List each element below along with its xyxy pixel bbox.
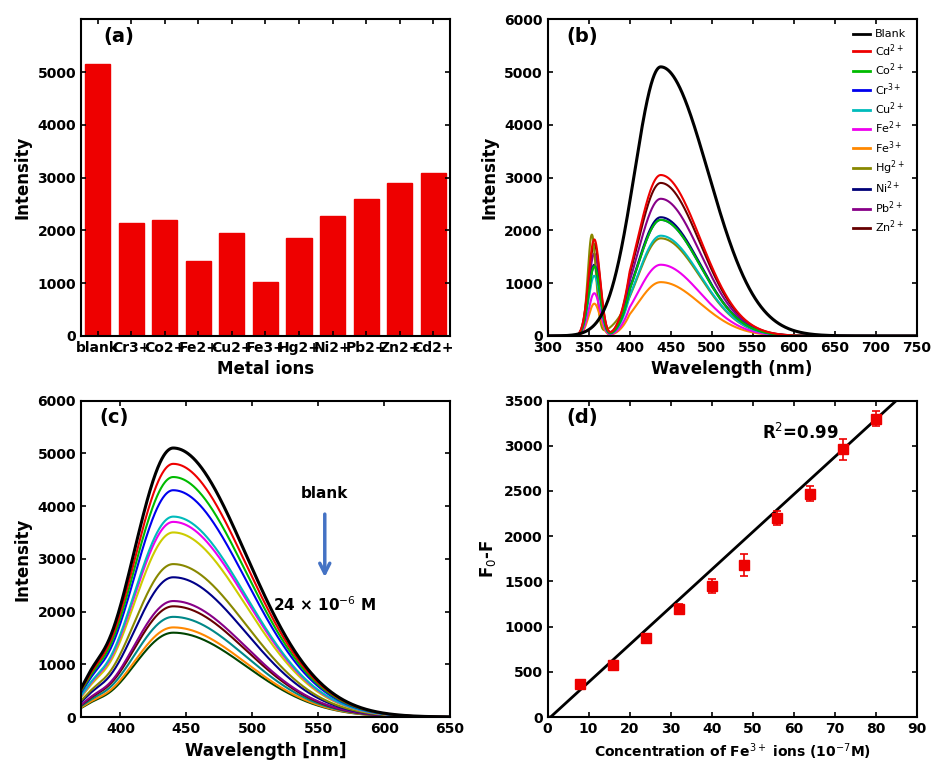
- Bar: [387, 183, 412, 336]
- X-axis label: Wavelength [nm]: Wavelength [nm]: [184, 742, 346, 760]
- Bar: [320, 216, 345, 336]
- Text: (b): (b): [565, 26, 597, 46]
- Bar: [152, 220, 177, 336]
- Legend: Blank, Cd$^{2+}$, Co$^{2+}$, Cr$^{3+}$, Cu$^{2+}$, Fe$^{2+}$, Fe$^{3+}$, Hg$^{2+: Blank, Cd$^{2+}$, Co$^{2+}$, Cr$^{3+}$, …: [848, 25, 910, 240]
- Text: blank: blank: [301, 486, 348, 501]
- X-axis label: Metal ions: Metal ions: [217, 360, 313, 379]
- Y-axis label: Intensity: Intensity: [14, 136, 32, 220]
- Bar: [186, 261, 211, 336]
- Text: (c): (c): [99, 407, 128, 427]
- Y-axis label: Intensity: Intensity: [14, 517, 32, 601]
- Text: (a): (a): [103, 26, 134, 46]
- Y-axis label: F$_0$-F: F$_0$-F: [478, 539, 497, 578]
- Bar: [253, 282, 278, 336]
- Bar: [219, 233, 244, 336]
- Bar: [286, 238, 312, 336]
- Bar: [85, 64, 110, 336]
- Text: R$^2$=0.99: R$^2$=0.99: [761, 422, 837, 442]
- Text: (d): (d): [565, 407, 597, 427]
- X-axis label: Wavelength (nm): Wavelength (nm): [650, 360, 812, 379]
- Text: 24 × 10$^{-6}$ M: 24 × 10$^{-6}$ M: [273, 596, 376, 615]
- Bar: [420, 174, 446, 336]
- Bar: [353, 199, 379, 336]
- Bar: [119, 223, 143, 336]
- Y-axis label: Intensity: Intensity: [480, 136, 498, 220]
- X-axis label: Concentration of Fe$^{3+}$ ions (10$^{-7}$M): Concentration of Fe$^{3+}$ ions (10$^{-7…: [593, 742, 869, 762]
